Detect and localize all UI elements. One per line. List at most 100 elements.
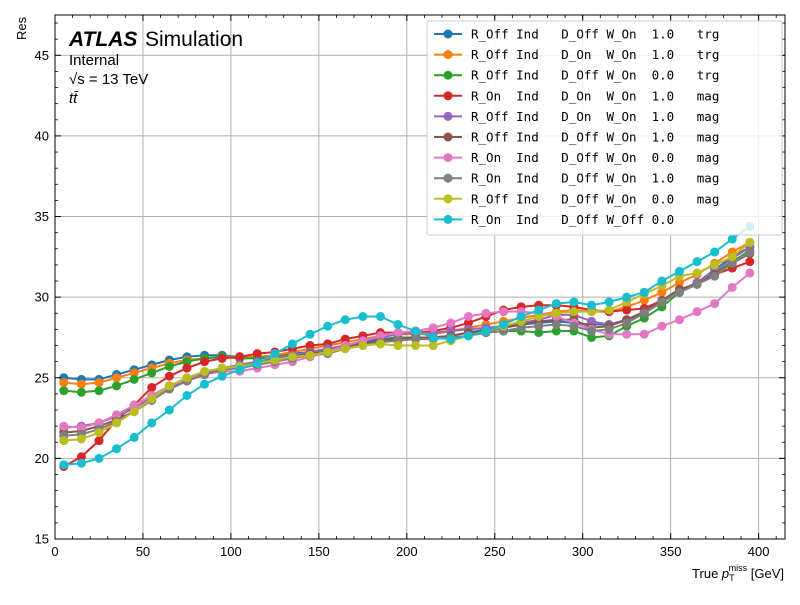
legend-label: R_Off Ind D_On W_On 1.0 trg bbox=[471, 47, 719, 62]
data-point bbox=[147, 382, 157, 392]
data-point bbox=[587, 326, 597, 336]
data-point bbox=[692, 279, 702, 289]
data-point bbox=[287, 339, 297, 349]
data-point bbox=[305, 341, 315, 351]
data-point bbox=[622, 292, 632, 302]
data-point bbox=[674, 287, 684, 297]
legend-item: R_On Ind D_Off W_On 0.0 mag bbox=[434, 150, 719, 165]
y-tick-label: 35 bbox=[35, 209, 49, 224]
legend-label: R_Off Ind D_On W_On 1.0 mag bbox=[471, 109, 719, 124]
atlas-annotation: ATLAS Simulation Internal √s = 13 TeV tt… bbox=[68, 28, 243, 107]
data-point bbox=[94, 418, 104, 428]
data-point bbox=[516, 323, 526, 333]
x-tick-label: 100 bbox=[220, 544, 242, 559]
data-point bbox=[569, 297, 579, 307]
data-point bbox=[516, 312, 526, 321]
legend-item: R_Off Ind D_On W_On 1.0 trg bbox=[434, 47, 719, 62]
legend-swatch-marker bbox=[443, 194, 453, 204]
data-point bbox=[463, 312, 473, 321]
data-point bbox=[112, 444, 122, 454]
legend-label: R_Off Ind D_Off W_On 0.0 trg bbox=[471, 68, 719, 83]
data-point bbox=[129, 400, 139, 410]
data-point bbox=[710, 260, 720, 270]
data-point bbox=[745, 257, 755, 267]
legend-swatch-marker bbox=[443, 111, 453, 121]
data-point bbox=[710, 247, 720, 257]
data-point bbox=[182, 373, 192, 383]
y-tick-label: 40 bbox=[35, 128, 49, 143]
data-point bbox=[94, 436, 104, 446]
data-point bbox=[411, 326, 421, 336]
y-tick-label: 15 bbox=[35, 532, 49, 547]
data-point bbox=[393, 341, 403, 351]
data-point bbox=[745, 237, 755, 247]
data-point bbox=[446, 334, 456, 344]
legend-label: R_On Ind D_Off W_Off 0.0 bbox=[471, 212, 674, 227]
x-tick-label: 250 bbox=[484, 544, 506, 559]
series-line bbox=[63, 225, 751, 466]
data-point bbox=[147, 368, 157, 378]
data-point bbox=[59, 421, 69, 431]
data-point bbox=[569, 321, 579, 331]
data-point bbox=[305, 329, 315, 339]
legend-item: R_Off Ind D_Off W_On 0.0 trg bbox=[434, 68, 719, 83]
data-point bbox=[164, 371, 174, 381]
legend-item: R_Off Ind D_On W_On 1.0 mag bbox=[434, 109, 719, 124]
data-point bbox=[129, 368, 139, 378]
legend-item: R_On Ind D_Off W_Off 0.0 bbox=[434, 212, 674, 227]
data-point bbox=[622, 318, 632, 328]
legend-label: R_On Ind D_On W_On 1.0 mag bbox=[471, 88, 719, 103]
data-point bbox=[692, 268, 702, 278]
data-point bbox=[587, 316, 597, 326]
data-point bbox=[393, 320, 403, 330]
data-point bbox=[94, 453, 104, 463]
data-point bbox=[200, 366, 210, 376]
legend-box bbox=[426, 20, 783, 236]
data-point bbox=[604, 305, 614, 315]
y-tick-label: 20 bbox=[35, 451, 49, 466]
data-point bbox=[639, 287, 649, 297]
data-point bbox=[112, 373, 122, 383]
data-point bbox=[217, 363, 227, 373]
data-point bbox=[340, 315, 350, 325]
data-point bbox=[622, 305, 632, 315]
data-point bbox=[639, 308, 649, 318]
x-tick-label: 0 bbox=[51, 544, 58, 559]
data-point bbox=[112, 418, 122, 428]
data-point bbox=[112, 381, 122, 391]
data-point bbox=[358, 341, 368, 351]
data-point bbox=[323, 321, 333, 331]
data-point bbox=[674, 266, 684, 276]
data-point bbox=[147, 394, 157, 404]
data-point bbox=[622, 329, 632, 339]
internal-label: Internal bbox=[69, 52, 119, 69]
data-point bbox=[182, 357, 192, 367]
data-point bbox=[534, 305, 544, 315]
data-point bbox=[252, 349, 262, 359]
data-point bbox=[534, 328, 544, 338]
data-point bbox=[164, 405, 174, 415]
data-point bbox=[76, 434, 86, 444]
data-point bbox=[200, 357, 210, 367]
data-point bbox=[604, 297, 614, 307]
data-point bbox=[727, 258, 737, 268]
legend: R_Off Ind D_Off W_On 1.0 trg R_Off Ind D_… bbox=[426, 20, 783, 236]
data-point bbox=[340, 334, 350, 344]
legend-swatch-marker bbox=[443, 153, 453, 163]
data-point bbox=[375, 312, 385, 321]
data-point bbox=[551, 308, 561, 318]
legend-label: R_On Ind D_Off W_On 1.0 mag bbox=[471, 171, 719, 186]
data-point bbox=[59, 436, 69, 446]
data-point bbox=[692, 307, 702, 317]
data-point bbox=[217, 371, 227, 381]
legend-swatch-marker bbox=[443, 91, 453, 101]
legend-swatch-marker bbox=[443, 214, 453, 224]
data-point bbox=[76, 458, 86, 468]
data-point bbox=[446, 318, 456, 328]
data-point bbox=[745, 268, 755, 278]
data-point bbox=[463, 318, 473, 328]
data-point bbox=[499, 320, 509, 330]
legend-swatch-marker bbox=[443, 29, 453, 39]
legend-label: R_Off Ind D_Off W_On 0.0 mag bbox=[471, 191, 719, 206]
